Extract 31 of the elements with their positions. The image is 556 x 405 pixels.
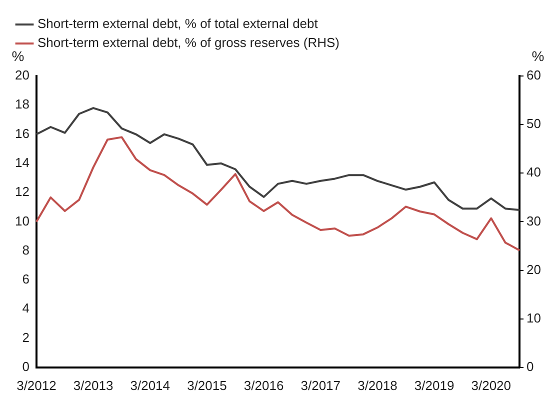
y-tick-label: 6 — [22, 272, 30, 287]
y-tick-label: 18 — [14, 96, 30, 112]
y-tick-label: 0 — [22, 358, 30, 374]
y-tick-label: 4 — [22, 300, 30, 316]
y-tick-label: 14 — [14, 155, 30, 170]
y-tick-label: 8 — [22, 242, 30, 258]
x-tick-label: 3/2017 — [300, 378, 341, 393]
x-tick-label: 3/2014 — [130, 378, 170, 393]
y-axis-title: % — [12, 48, 24, 64]
y2-tick-label: 40 — [526, 164, 542, 180]
y-tick-label: 16 — [14, 126, 30, 141]
y2-tick-label: 10 — [526, 310, 542, 326]
legend-label: Short-term external debt, % of total external debt — [38, 16, 318, 32]
x-tick-label: 3/2018 — [358, 378, 398, 393]
y2-tick-label: 50 — [526, 116, 542, 132]
x-tick-label: 3/2019 — [414, 378, 454, 393]
legend-label: Short-term external debt, % of gross reserves (RHS) — [38, 35, 340, 50]
x-tick-label: 3/2020 — [471, 378, 512, 393]
y-tick-label: 12 — [14, 184, 30, 200]
y2-tick-label: 0 — [526, 358, 534, 374]
y-tick-label: 20 — [14, 68, 30, 83]
y2-tick-label: 30 — [526, 213, 542, 228]
x-tick-label: 3/2015 — [187, 378, 227, 393]
y2-tick-label: 20 — [526, 262, 542, 277]
x-tick-label: 3/2016 — [244, 378, 284, 393]
y2-tick-label: 60 — [526, 68, 542, 83]
y-tick-label: 2 — [22, 330, 30, 345]
y-tick-label: 10 — [14, 213, 30, 228]
x-tick-label: 3/2013 — [73, 378, 114, 393]
x-tick-label: 3/2012 — [16, 378, 56, 393]
y2-axis-title: % — [532, 48, 544, 64]
